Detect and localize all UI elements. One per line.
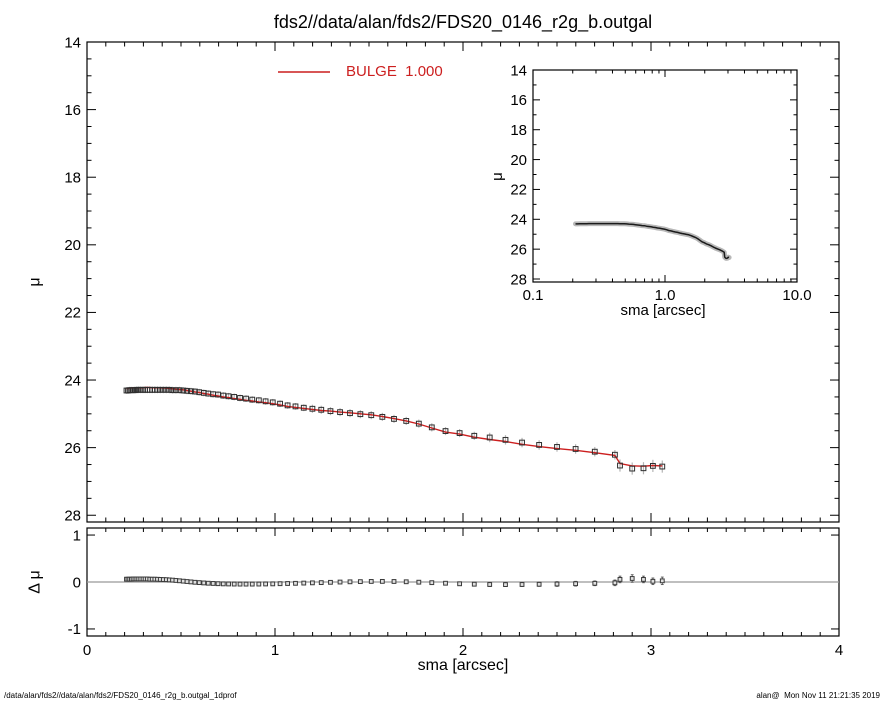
inset-y-tick-label: 14 [510,62,527,79]
inset-x-axis-label: sma [arcsec] [620,302,706,319]
main-y-tick-label: 14 [64,34,81,51]
inset-y-tick-label: 28 [510,271,527,288]
residual-x-tick-label: 2 [459,642,467,659]
residual-y-tick-label: 1 [73,527,81,544]
residual-data-series [87,574,839,588]
legend-bulge-label: BULGE 1.000 [346,63,443,80]
x-axis-label: sma [arcsec] [417,657,509,674]
main-y-tick-label: 16 [64,102,81,119]
residual-x-tick-label: 4 [835,642,843,659]
main-y-axis-label: μ [27,277,44,287]
inset-y-tick-label: 18 [510,122,527,139]
residual-y-tick-label: 0 [73,574,81,591]
inset-x-tick-label: 10.0 [782,287,811,304]
residual-y-tick-label: -1 [68,621,81,638]
inset-y-tick-label: 20 [510,152,527,169]
main-y-tick-label: 24 [64,372,81,389]
figure-title: fds2//data/alan/fds2/FDS20_0146_r2g_b.ou… [273,12,653,32]
residual-y-axis-label: Δ μ [27,570,44,594]
main-y-tick-label: 26 [64,440,81,457]
inset-x-tick-label: 1.0 [655,287,676,304]
inset-y-tick-label: 24 [510,212,527,229]
footer-user-timestamp: alan@ Mon Nov 11 21:21:35 2019 [756,691,880,700]
inset-data-series [573,221,732,261]
inset-y-tick-label: 16 [510,92,527,109]
inset-axes-box [532,69,798,283]
bulge-model-line [126,386,663,467]
inset-y-tick-label: 22 [510,182,527,199]
inset-y-axis-label: μ [488,171,506,181]
main-data-series [123,386,666,475]
residual-x-tick-label: 1 [271,642,279,659]
main-y-tick-label: 18 [64,169,81,186]
footer-output-path: /data/alan/fds2//data/alan/fds2/FDS20_01… [4,691,237,700]
main-panel: 14 16 18 20 22 24 26 28 [64,34,840,524]
residual-x-tick-label: 0 [83,642,91,659]
inset-y-tick-label: 26 [510,241,527,258]
inset-panel: 0.1 1.0 10.0 14 16 18 20 22 24 26 28 [510,62,811,304]
main-y-tick-label: 22 [64,305,81,322]
main-y-tick-label: 28 [64,507,81,524]
inset-x-tick-label: 0.1 [523,287,544,304]
main-y-tick-label: 20 [64,237,81,254]
residual-x-tick-label: 3 [647,642,655,659]
residual-panel: 0 1 2 3 4-101 [68,527,844,659]
